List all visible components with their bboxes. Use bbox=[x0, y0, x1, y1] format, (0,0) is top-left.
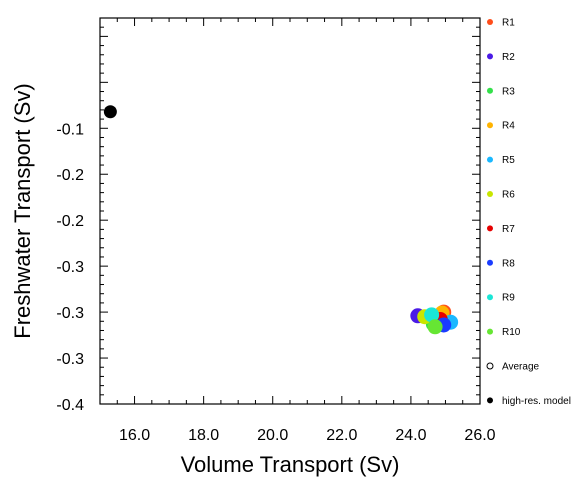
legend-label-r7: R7 bbox=[502, 224, 515, 235]
x-tick-label: 26.0 bbox=[464, 427, 495, 444]
legend-marker-r5 bbox=[487, 156, 493, 163]
y-tick-label: -0.3 bbox=[56, 351, 84, 368]
legend-label-r8: R8 bbox=[502, 258, 515, 269]
legend-label-high-res-model: high-res. model bbox=[502, 396, 571, 407]
axis-tick-labels: 16.0 18.0 20.0 22.0 24.0 26.0 -0.1 -0.2 -0.2 -0.3… bbox=[56, 121, 495, 444]
y-tick-label: -0.2 bbox=[56, 213, 84, 230]
x-tick-label: 22.0 bbox=[326, 427, 357, 444]
legend-marker-r4 bbox=[487, 122, 493, 129]
legend-marker-r8 bbox=[487, 259, 493, 266]
x-tick-label: 20.0 bbox=[257, 427, 288, 444]
y-tick-label: -0.1 bbox=[56, 121, 84, 138]
legend-label-r2: R2 bbox=[502, 52, 515, 63]
y-axis-title: Freshwater Transport (Sv) bbox=[10, 83, 35, 339]
legend-label-r10: R10 bbox=[502, 327, 521, 338]
axis-ticks bbox=[99, 17, 481, 405]
legend-marker-r1 bbox=[487, 19, 493, 25]
legend-marker-r3 bbox=[487, 87, 493, 94]
y-tick-label: -0.3 bbox=[56, 259, 84, 276]
legend-label-average: Average bbox=[502, 362, 540, 373]
legend-marker-r7 bbox=[487, 225, 493, 232]
legend-label-r1: R1 bbox=[502, 18, 515, 29]
legend-label-r6: R6 bbox=[502, 190, 515, 201]
y-tick-label: -0.2 bbox=[56, 167, 84, 184]
legend-marker-average bbox=[486, 362, 494, 370]
y-tick-label: -0.4 bbox=[56, 397, 84, 414]
point-r10 bbox=[427, 319, 443, 335]
legend-label-r4: R4 bbox=[502, 121, 515, 132]
legend-marker-r9 bbox=[487, 294, 493, 301]
point-high-res-model bbox=[103, 105, 117, 119]
x-axis-title: Volume Transport (Sv) bbox=[181, 452, 400, 477]
x-tick-label: 18.0 bbox=[188, 427, 219, 444]
legend: R1 R2 R3 R4 R5 R6 R7 R8 R9 R10 Average high-res. mo… bbox=[486, 18, 571, 407]
legend-marker-r6 bbox=[487, 191, 493, 197]
plot-frame bbox=[99, 17, 481, 405]
legend-marker-r2 bbox=[487, 53, 493, 60]
legend-label-r9: R9 bbox=[502, 293, 515, 304]
y-tick-label: -0.3 bbox=[56, 305, 84, 322]
legend-label-r3: R3 bbox=[502, 86, 515, 97]
legend-label-r5: R5 bbox=[502, 155, 515, 166]
legend-marker-high-res-model bbox=[487, 397, 493, 404]
x-tick-label: 16.0 bbox=[119, 427, 150, 444]
legend-marker-r10 bbox=[487, 328, 493, 335]
data-points bbox=[103, 105, 459, 335]
point-r9 bbox=[424, 307, 440, 323]
x-tick-label: 24.0 bbox=[395, 427, 426, 444]
